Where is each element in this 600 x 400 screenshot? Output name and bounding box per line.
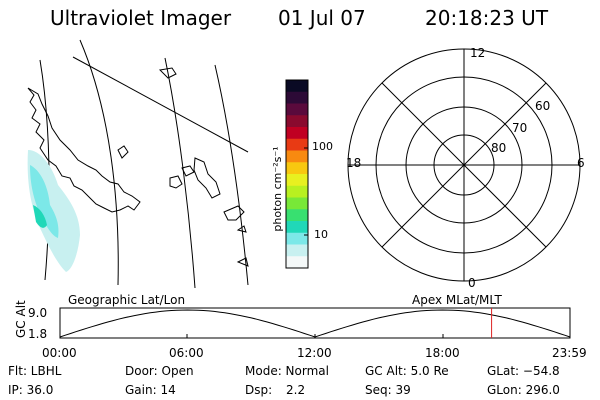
altitude-x-tick-1200: 12:00 (297, 346, 332, 360)
colorbar-stripe (286, 150, 308, 163)
mlat-label-70: 70 (512, 121, 528, 135)
mlat-label-80: 80 (491, 141, 507, 155)
map-grid-line (164, 57, 196, 289)
time-label: 20:18:23 UT (425, 6, 549, 30)
coastline-island (181, 165, 195, 177)
mlt-label-6: 6 (577, 156, 585, 170)
coastline-island (236, 257, 249, 267)
mlat-label-60: 60 (535, 99, 551, 113)
coastline-island (169, 175, 183, 189)
door-readout: Door: Open (125, 364, 194, 378)
colorbar-stripe (286, 91, 308, 104)
altitude-y-tick-1.8: 1.8 (28, 327, 48, 341)
map-grid-line (214, 64, 249, 286)
aurora-emission (27, 150, 80, 272)
colorbar-stripe (286, 115, 308, 128)
seq-readout: Seq: 39 (365, 383, 411, 397)
gain-readout: Gain: 14 (125, 383, 176, 397)
app-title: Ultraviolet Imager (50, 6, 232, 30)
map-grid-line (39, 59, 50, 281)
colorbar-stripe (286, 80, 308, 93)
ip-readout: IP: 36.0 (8, 383, 54, 397)
altitude-strip (59, 307, 571, 339)
gc-alt-readout: GC Alt: 5.0 Re (365, 364, 449, 378)
colorbar-stripe (286, 162, 308, 175)
coastline-island (223, 205, 245, 221)
colorbar-stripe (286, 209, 308, 222)
mlt-label-18: 18 (346, 156, 362, 170)
colorbar-gradient (286, 80, 308, 269)
map-projection-label: Geographic Lat/Lon (68, 293, 186, 307)
colorbar-unit-label: photon cm⁻²s⁻¹ (271, 146, 284, 232)
map-grid-line (79, 39, 119, 286)
colorbar-stripe (286, 185, 308, 198)
colorbar-tick-label-10: 10 (314, 228, 328, 241)
glon-readout: GLon: 296.0 (487, 383, 560, 397)
date-label: 01 Jul 07 (278, 6, 366, 30)
altitude-x-tick-2359: 23:59 (552, 346, 587, 360)
mlt-label-0: 0 (468, 276, 476, 290)
colorbar-stripe (286, 197, 308, 210)
colorbar-stripe (286, 244, 308, 257)
altitude-y-label: GC Alt (14, 300, 28, 338)
altitude-y-tick-9: 9.0 (28, 306, 48, 320)
polar-projection-label: Apex MLat/MLT (412, 293, 502, 307)
colorbar-tick-label-100: 100 (312, 140, 333, 153)
altitude-frame (59, 307, 571, 339)
colorbar-stripe (286, 174, 308, 187)
geographic-map (27, 39, 249, 289)
polar-plot (347, 48, 581, 282)
altitude-x-tick-0600: 06:00 (169, 346, 204, 360)
colorbar (285, 79, 309, 269)
coastline-island (117, 145, 129, 159)
colorbar-stripe (286, 103, 308, 116)
colorbar-stripe (286, 256, 308, 269)
altitude-curve (59, 309, 571, 338)
coastline-island (236, 225, 247, 233)
glat-readout: GLat: −54.8 (487, 364, 560, 378)
polar-diagonal (381, 82, 547, 248)
mode-readout: Mode: Normal (245, 364, 329, 378)
map-grid-line (72, 56, 249, 153)
colorbar-stripe (286, 221, 308, 234)
antarctic-peninsula (193, 157, 221, 199)
mlt-label-12: 12 (470, 46, 486, 60)
coastline (27, 87, 141, 213)
colorbar-stripe (286, 232, 308, 245)
dsp-label: Dsp: (245, 383, 273, 397)
coastline-island (158, 67, 177, 79)
filter-readout: Flt: LBHL (8, 364, 62, 378)
dsp-value: 2.2 (286, 383, 306, 397)
colorbar-frame (285, 79, 309, 269)
altitude-x-tick-0000: 00:00 (42, 346, 77, 360)
altitude-x-tick-1800: 18:00 (425, 346, 460, 360)
colorbar-stripe (286, 138, 308, 151)
colorbar-stripe (286, 127, 308, 140)
